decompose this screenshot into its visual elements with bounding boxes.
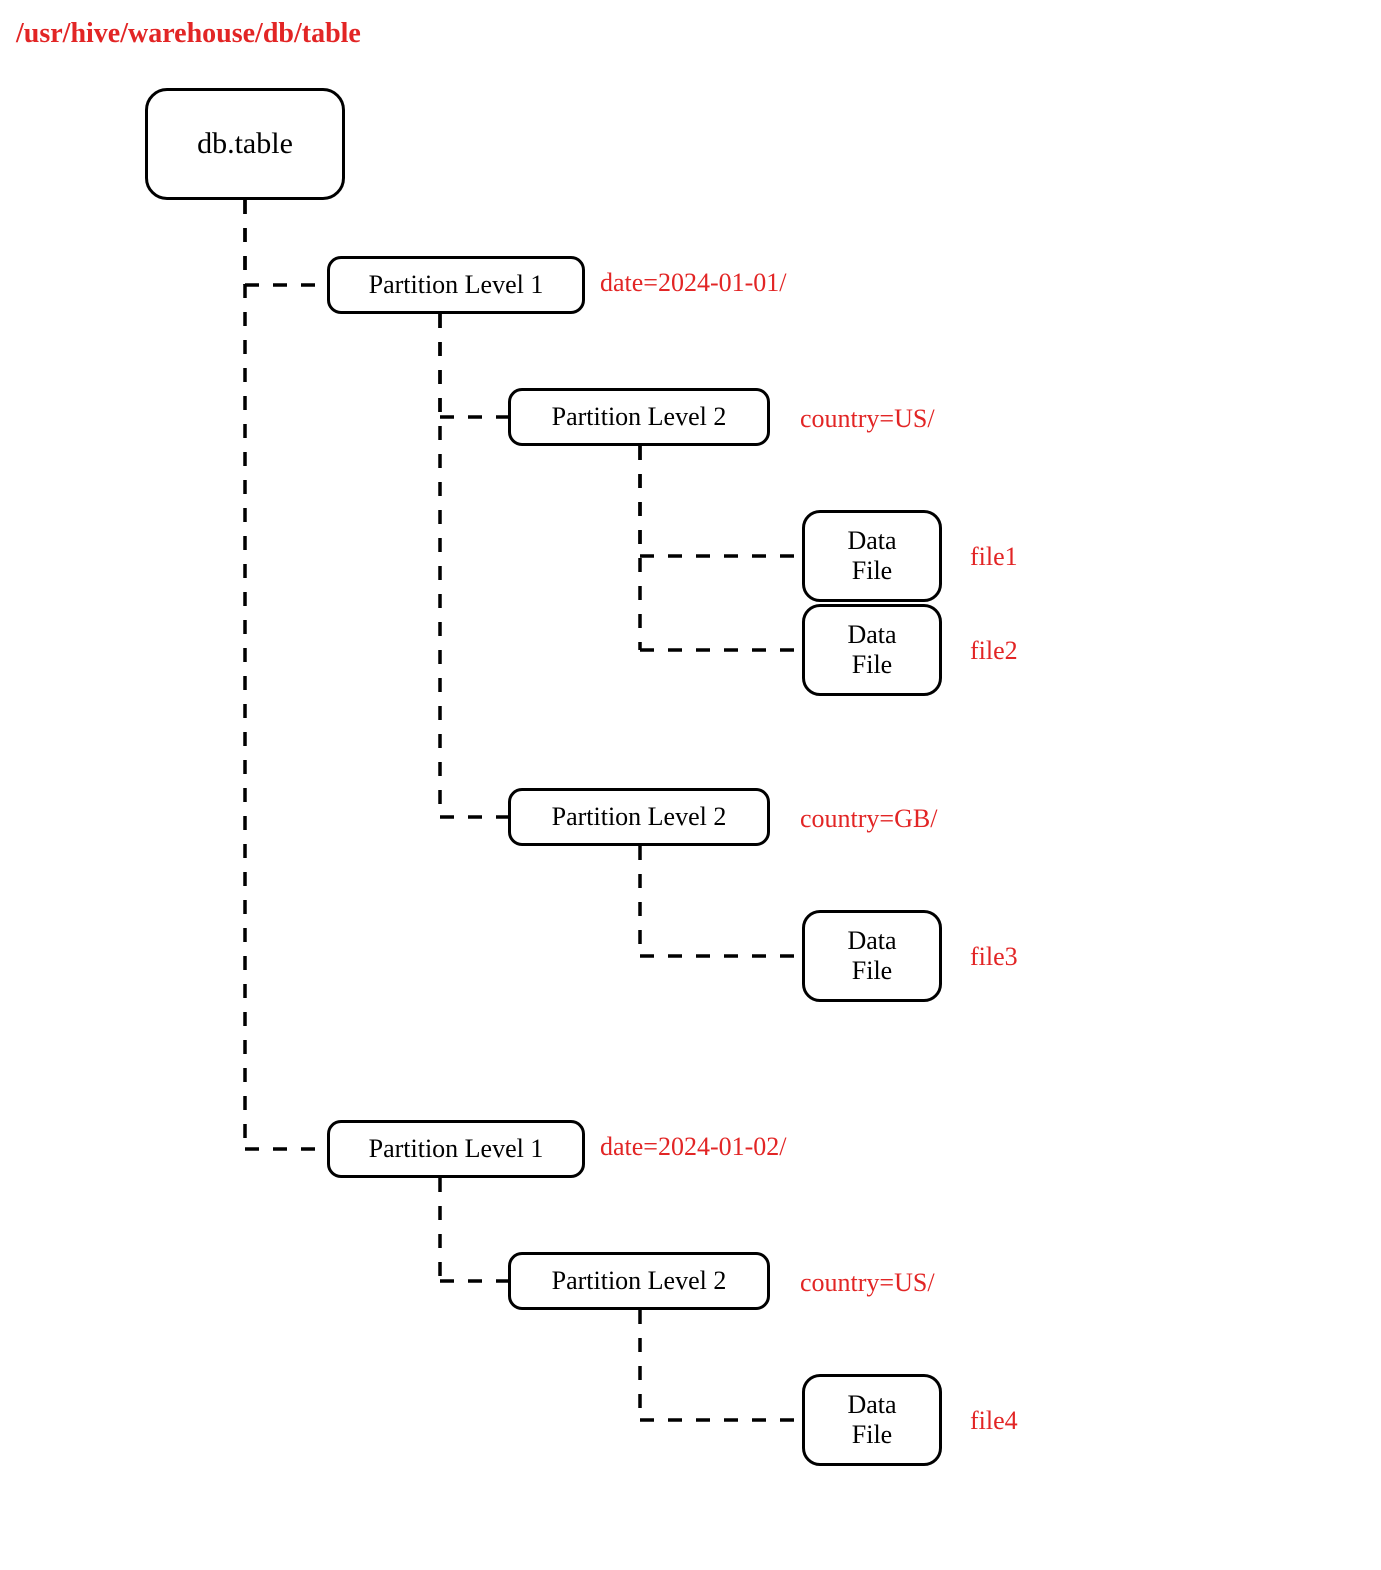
node-label: Partition Level 2 bbox=[552, 402, 727, 432]
node-partition-level-1: Partition Level 1 bbox=[327, 1120, 585, 1178]
node-data-file: DataFile bbox=[802, 910, 942, 1002]
node-data-file: DataFile bbox=[802, 1374, 942, 1466]
node-partition-level-2: Partition Level 2 bbox=[508, 388, 770, 446]
connector-layer bbox=[0, 0, 1381, 1570]
node-label: Partition Level 2 bbox=[552, 802, 727, 832]
node-label: db.table bbox=[197, 127, 293, 162]
node-partition-level-2: Partition Level 2 bbox=[508, 788, 770, 846]
diagram-title: /usr/hive/warehouse/db/table bbox=[16, 18, 361, 50]
annotation-file: file2 bbox=[970, 636, 1018, 666]
node-partition-level-1: Partition Level 1 bbox=[327, 256, 585, 314]
node-label: DataFile bbox=[847, 526, 896, 586]
node-label: Partition Level 2 bbox=[552, 1266, 727, 1296]
annotation-file: file3 bbox=[970, 942, 1018, 972]
node-partition-level-2: Partition Level 2 bbox=[508, 1252, 770, 1310]
annotation-date: date=2024-01-01/ bbox=[600, 268, 787, 298]
annotation-file: file4 bbox=[970, 1406, 1018, 1436]
annotation-file: file1 bbox=[970, 542, 1018, 572]
annotation-country: country=US/ bbox=[800, 1268, 935, 1298]
node-label: DataFile bbox=[847, 1390, 896, 1450]
node-data-file: DataFile bbox=[802, 604, 942, 696]
annotation-country: country=US/ bbox=[800, 404, 935, 434]
hive-tree-diagram: /usr/hive/warehouse/db/table db.table bbox=[0, 0, 1381, 1570]
node-label: DataFile bbox=[847, 620, 896, 680]
node-label: DataFile bbox=[847, 926, 896, 986]
node-root: db.table bbox=[145, 88, 345, 200]
annotation-country: country=GB/ bbox=[800, 804, 937, 834]
node-label: Partition Level 1 bbox=[369, 1134, 544, 1164]
annotation-date: date=2024-01-02/ bbox=[600, 1132, 787, 1162]
node-label: Partition Level 1 bbox=[369, 270, 544, 300]
node-data-file: DataFile bbox=[802, 510, 942, 602]
